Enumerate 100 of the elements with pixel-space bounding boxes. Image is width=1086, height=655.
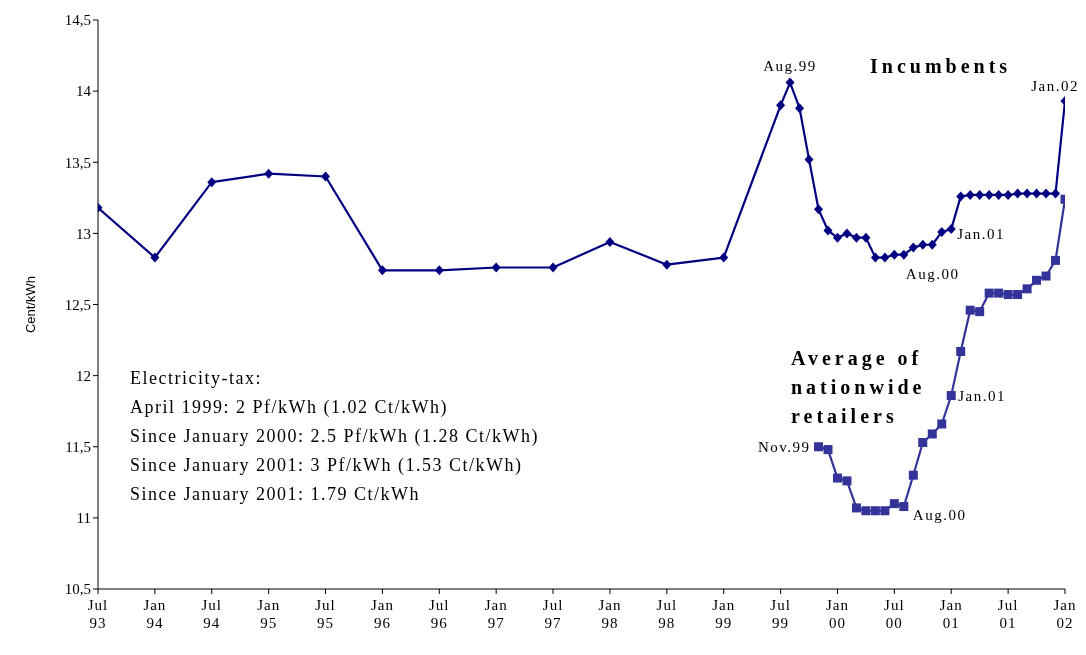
x-tick-label: Jul 98 (656, 597, 678, 631)
series-label: Average of nationwide retailers (791, 347, 926, 427)
point (937, 419, 947, 429)
point (832, 232, 842, 243)
point (908, 470, 918, 480)
y-axis-title: Cent/kWh (22, 275, 38, 334)
y-tick-label: 11,5 (65, 439, 91, 456)
point (899, 249, 909, 260)
point (956, 346, 966, 356)
point (662, 259, 672, 270)
point (804, 154, 814, 165)
point (1003, 189, 1013, 200)
x-tick-label: Jan 97 (484, 597, 508, 631)
point (377, 265, 387, 276)
y-tick-label: 14,5 (64, 12, 91, 29)
point (975, 189, 985, 200)
annotation: Nov.99 (757, 438, 811, 455)
point (899, 502, 909, 511)
y-tick-label: 13,5 (64, 154, 91, 171)
x-tick-label: Jan 00 (825, 597, 849, 631)
point (1032, 188, 1042, 199)
point (1013, 188, 1023, 199)
point (1013, 290, 1023, 300)
x-tick-label: Jan 95 (257, 597, 281, 631)
point (1022, 284, 1032, 294)
y-tick-label: 12 (76, 367, 91, 384)
x-tick-label: Jul 00 (884, 597, 905, 631)
point (321, 171, 331, 182)
y-tick-label: 11 (76, 510, 91, 527)
point (975, 307, 985, 317)
point (889, 249, 899, 260)
point (842, 228, 852, 239)
point (150, 252, 160, 263)
point (814, 442, 824, 452)
point (937, 226, 947, 237)
point (1041, 188, 1051, 199)
point (842, 476, 852, 486)
point (851, 232, 861, 243)
point (1032, 275, 1042, 285)
x-tick-label: Jul 96 (429, 597, 450, 631)
x-tick-label: Jul 93 (87, 597, 109, 631)
point (956, 191, 966, 202)
point (785, 77, 795, 88)
annotation: Since January 2001: 3 Pf/kWh (1.53 Ct/kWh) (130, 454, 524, 477)
annotation: Aug.00 (905, 265, 960, 282)
point (605, 236, 615, 247)
point (965, 189, 975, 200)
x-tick-label: Jul 95 (315, 597, 336, 631)
point (823, 225, 833, 236)
point (994, 288, 1004, 298)
annotation: Electricity-tax: (130, 367, 263, 390)
point (918, 239, 928, 250)
point (946, 224, 956, 235)
point (908, 242, 918, 253)
x-tick-label: Jul 97 (542, 597, 564, 631)
point (984, 189, 994, 200)
x-tick-label: Jan 02 (1053, 597, 1077, 631)
point (946, 391, 956, 401)
point (927, 239, 937, 250)
point (851, 503, 861, 513)
text: Incumbents (870, 55, 1012, 77)
annotation: Since January 2001: 1.79 Ct/kWh (130, 483, 421, 506)
point (1041, 271, 1051, 281)
point (719, 252, 729, 263)
point (918, 437, 928, 447)
point (776, 100, 786, 111)
point (795, 103, 805, 114)
annotation: Aug.00 (912, 507, 967, 524)
point (434, 265, 444, 276)
point (264, 168, 274, 179)
point (1051, 255, 1061, 265)
point (927, 429, 937, 439)
annotation: April 1999: 2 Pf/kWh (1.02 Ct/kWh) (130, 396, 449, 419)
x-tick-label: Jan 94 (143, 597, 167, 631)
x-tick-label: Jul 94 (201, 597, 223, 631)
y-tick-label: 14 (76, 83, 92, 100)
y-tick-label: 10,5 (64, 581, 91, 598)
annotation: Since January 2000: 2.5 Pf/kWh (1.28 Ct/kWh) (130, 425, 539, 448)
y-tick-label: 12,5 (64, 296, 91, 313)
x-tick-label: Jan 98 (598, 597, 622, 631)
annotation: Aug.99 (763, 57, 817, 74)
point (823, 445, 833, 455)
point (832, 473, 842, 483)
point (994, 189, 1004, 200)
annotation: Jan.02 (1031, 78, 1079, 95)
x-tick-label: Jan 96 (370, 597, 394, 631)
x-tick-label: Jul 01 (997, 597, 1019, 631)
point (1022, 188, 1032, 199)
x-tick-label: Jan 99 (712, 597, 736, 631)
point (1003, 290, 1013, 300)
point (1051, 188, 1061, 199)
point (880, 252, 890, 263)
point (861, 232, 871, 243)
x-tick-label: Jan 01 (939, 597, 963, 631)
point (984, 288, 994, 298)
x-tick-label: Jul 99 (770, 597, 791, 631)
annotation: Jan.01 (958, 387, 1006, 404)
point (548, 262, 558, 273)
y-tick-label: 13 (76, 225, 91, 242)
point (965, 305, 975, 315)
